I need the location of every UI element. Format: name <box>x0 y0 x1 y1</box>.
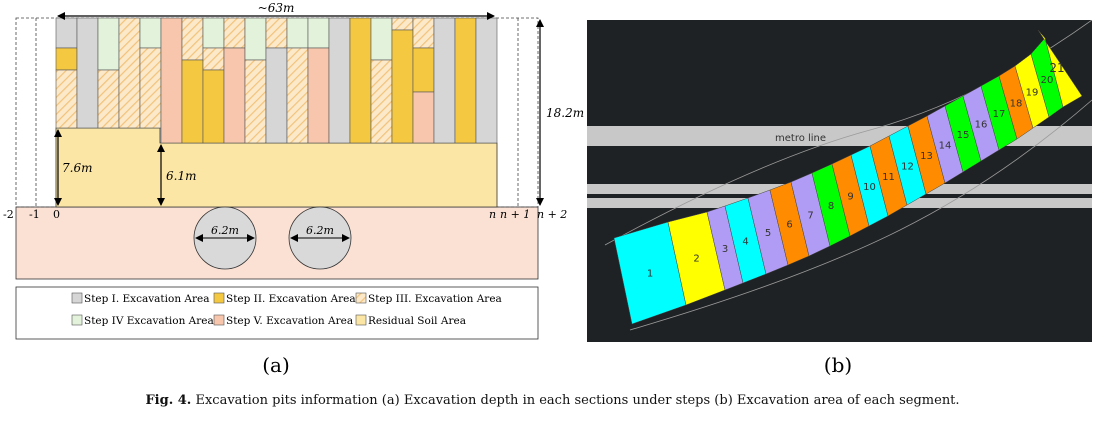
column-10-block-0 <box>265 17 288 49</box>
column-17-block-1 <box>412 47 435 93</box>
segment-label-16: 16 <box>975 119 988 130</box>
column-9-block-0 <box>244 17 267 61</box>
column-0-block-1 <box>55 47 78 71</box>
column-14-block-0 <box>349 17 372 144</box>
figure-caption: Fig. 4. Excavation pits information (a) … <box>0 393 1105 408</box>
segment-label-10: 10 <box>863 182 876 193</box>
segment-label-6: 6 <box>786 219 792 230</box>
column-0-block-0 <box>55 17 78 49</box>
column-0-block-2 <box>55 69 78 129</box>
legend-label-5: Residual Soil Area <box>368 315 466 327</box>
column-19-block-0 <box>454 17 477 144</box>
segment-label-15: 15 <box>957 130 970 141</box>
segment-label-3: 3 <box>722 244 728 255</box>
column-16-block-0 <box>391 17 414 31</box>
segment-label-19: 19 <box>1026 87 1039 98</box>
section-label-minus1: -1 <box>29 208 40 221</box>
segment-label-7: 7 <box>807 210 813 221</box>
column-7-block-1 <box>202 47 225 71</box>
column-20-block-0 <box>475 17 498 144</box>
segment-label-14: 14 <box>939 140 952 151</box>
column-2-block-0 <box>97 17 120 71</box>
column-7-block-2 <box>202 69 225 144</box>
segment-label-21: 21 <box>1049 61 1064 75</box>
column-15-block-1 <box>370 59 393 144</box>
panel-a-label: (a) <box>262 353 290 377</box>
caption-text: Excavation pits information (a) Excavati… <box>195 393 960 408</box>
legend-swatch-4 <box>213 314 225 326</box>
segment-label-5: 5 <box>765 228 771 239</box>
column-10-block-1 <box>265 47 288 144</box>
column-12-block-0 <box>307 17 330 49</box>
column-4-block-0 <box>139 17 162 49</box>
column-4-block-1 <box>139 47 162 129</box>
legend-label-0: Step I. Excavation Area <box>84 293 210 305</box>
column-7-block-0 <box>202 17 225 49</box>
column-9-block-1 <box>244 59 267 144</box>
legend-swatch-3 <box>71 314 83 326</box>
section-label-n-plus-2: n + 2 <box>537 208 567 221</box>
column-17-block-2 <box>412 91 435 144</box>
column-6-block-1 <box>181 59 204 144</box>
panel-a: ~63m 18.2m 7.6m 6.1m 6.2m 6.2m -2 -1 0 n… <box>3 1 584 377</box>
legend-label-3: Step IV Excavation Area <box>84 315 214 327</box>
segment-label-1: 1 <box>647 268 653 279</box>
legend-swatch-0 <box>71 292 83 304</box>
column-5-block-0 <box>160 17 183 144</box>
segment-label-20: 20 <box>1041 75 1054 86</box>
legend-label-2: Step III. Excavation Area <box>368 293 502 305</box>
legend-box <box>15 286 539 340</box>
column-8-block-0 <box>223 17 246 49</box>
column-3-block-0 <box>118 17 141 129</box>
column-13-block-0 <box>328 17 351 144</box>
segment-label-2: 2 <box>693 253 699 264</box>
segment-21 <box>1037 29 1083 108</box>
segment-label-9: 9 <box>847 191 853 202</box>
depth-left-label: 7.6m <box>62 161 92 175</box>
section-label-minus2: -2 <box>3 208 14 221</box>
column-11-block-1 <box>286 47 309 144</box>
column-8-block-1 <box>223 47 246 144</box>
segment-label-4: 4 <box>742 236 748 247</box>
column-11-block-0 <box>286 17 309 49</box>
column-6-block-0 <box>181 17 204 61</box>
segment-label-13: 13 <box>920 151 933 162</box>
legend-swatch-5 <box>355 314 367 326</box>
segment-label-11: 11 <box>882 172 895 183</box>
segment-label-12: 12 <box>901 161 914 172</box>
width-label: ~63m <box>258 1 295 15</box>
section-label-n: n <box>489 208 496 221</box>
column-18-block-0 <box>433 17 456 144</box>
tunnel-left-label: 6.2m <box>211 224 239 237</box>
legend-swatch-1 <box>213 292 225 304</box>
segment-label-18: 18 <box>1010 98 1023 109</box>
excavation-columns <box>55 17 498 144</box>
soil-region <box>15 206 539 280</box>
section-label-n-plus-1: n + 1 <box>500 208 530 221</box>
column-17-block-0 <box>412 17 435 49</box>
legend-swatch-2 <box>355 292 367 304</box>
legend-label-1: Step II. Excavation Area <box>226 293 356 305</box>
segment-label-8: 8 <box>828 201 834 212</box>
panel-b-label: (b) <box>824 353 852 377</box>
tunnel-right-label: 6.2m <box>306 224 334 237</box>
height-label: 18.2m <box>546 106 584 120</box>
section-label-0: 0 <box>53 208 60 221</box>
caption-prefix: Fig. 4. <box>145 393 192 408</box>
column-1-block-0 <box>76 17 99 129</box>
alignment-arc-lower <box>629 99 1092 331</box>
column-16-block-1 <box>391 29 414 144</box>
column-2-block-1 <box>97 69 120 129</box>
metro-line-label: metro line <box>775 133 826 144</box>
column-12-block-1 <box>307 47 330 144</box>
legend: Step I. Excavation Area Step II. Excavati… <box>71 292 502 327</box>
segment-label-17: 17 <box>993 109 1006 120</box>
column-15-block-0 <box>370 17 393 61</box>
legend-label-4: Step V. Excavation Area <box>226 315 353 327</box>
depth-right-label: 6.1m <box>166 169 196 183</box>
